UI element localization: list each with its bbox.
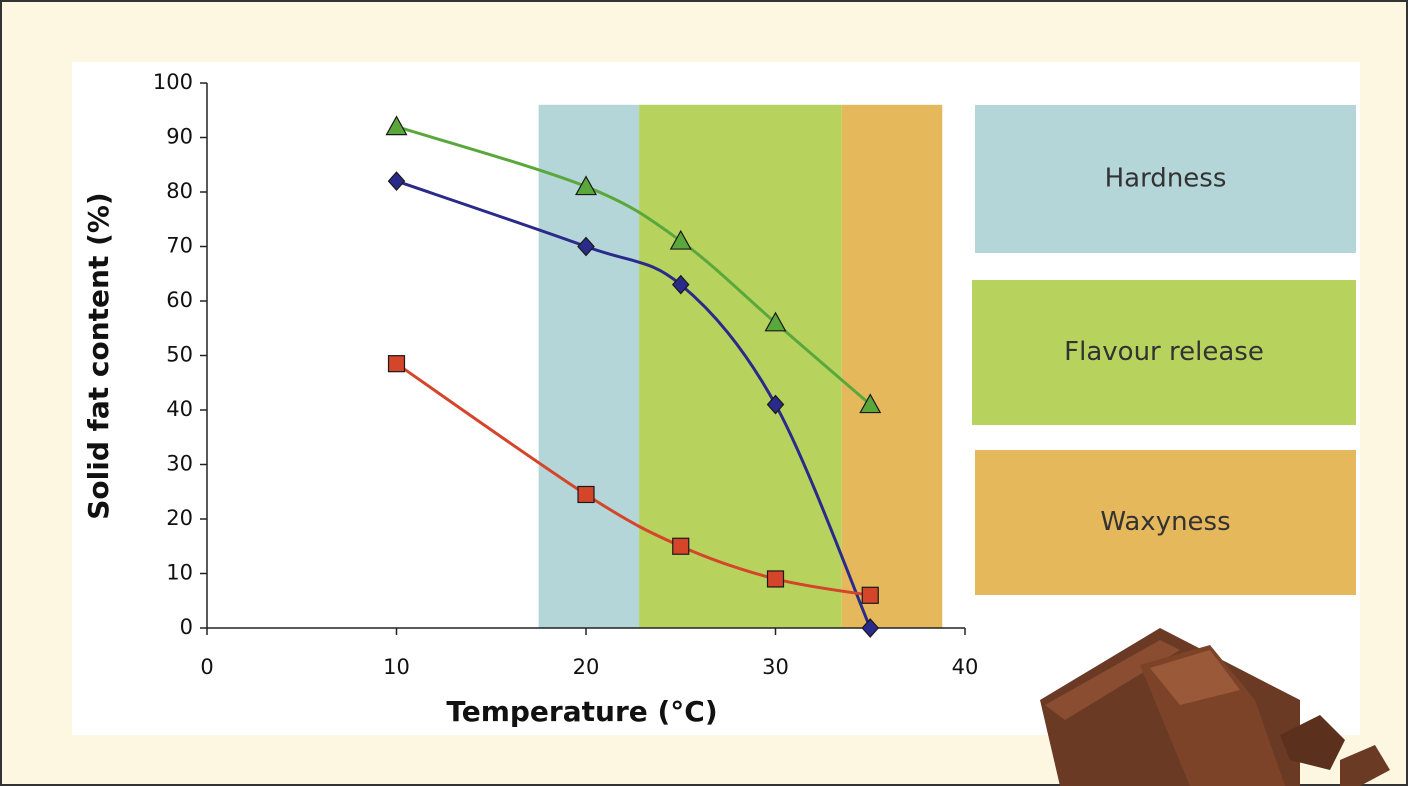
- x-tick-label: 40: [952, 655, 979, 679]
- y-tick-label: 50: [166, 343, 193, 367]
- y-tick-label: 10: [166, 561, 193, 585]
- y-tick-label: 90: [166, 125, 193, 149]
- marker: [389, 356, 405, 372]
- y-tick-label: 70: [166, 234, 193, 258]
- band-label: Hardness: [1105, 164, 1227, 194]
- y-tick-label: 100: [153, 70, 193, 94]
- marker: [768, 571, 784, 587]
- band-label: Waxyness: [1100, 507, 1230, 537]
- x-tick-label: 30: [762, 655, 789, 679]
- band: [639, 105, 842, 628]
- marker: [862, 587, 878, 603]
- x-axis-title: Temperature (°C): [446, 695, 717, 728]
- x-tick-label: 20: [573, 655, 600, 679]
- x-tick-label: 0: [200, 655, 213, 679]
- band-label: Flavour release: [1064, 337, 1264, 367]
- marker: [673, 538, 689, 554]
- x-tick-label: 10: [383, 655, 410, 679]
- chart: Hardness Flavour release Waxyness 0 10 20 30 40…: [0, 0, 1408, 786]
- y-tick-label: 40: [166, 397, 193, 421]
- y-tick-label: 0: [180, 615, 193, 639]
- marker: [578, 486, 594, 502]
- y-tick-label: 20: [166, 506, 193, 530]
- band: [842, 105, 942, 628]
- page: Hardness Flavour release Waxyness 0 10 20 30 40…: [0, 0, 1408, 786]
- y-tick-label: 30: [166, 452, 193, 476]
- y-tick-label: 80: [166, 179, 193, 203]
- y-tick-label: 60: [166, 288, 193, 312]
- y-axis-title: Solid fat content (%): [82, 192, 115, 519]
